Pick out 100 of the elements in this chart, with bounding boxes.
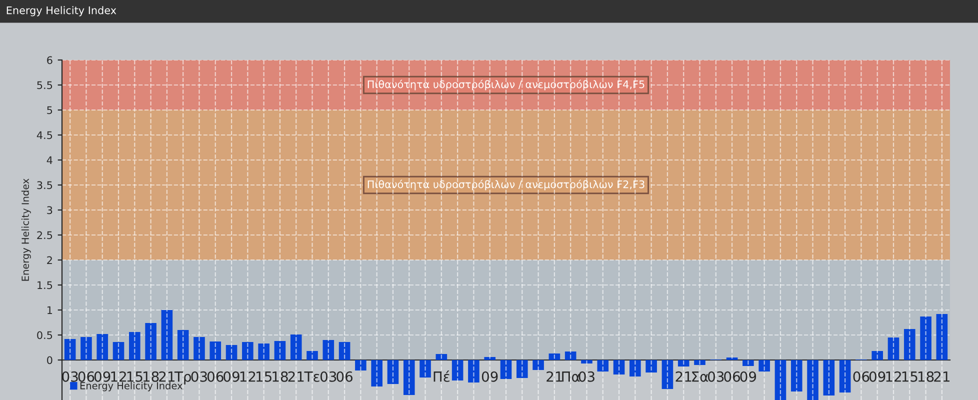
bar [161, 310, 173, 360]
bar [274, 341, 286, 360]
bar [436, 354, 448, 360]
bar [742, 360, 754, 366]
bar [613, 360, 625, 374]
bar [500, 360, 512, 379]
y-tick-label: 3.5 [37, 181, 52, 190]
x-tick-label: 03 [320, 371, 336, 382]
bar [630, 360, 641, 376]
bar [888, 338, 900, 360]
bar [129, 332, 140, 360]
y-tick-label: 4 [46, 156, 52, 164]
x-tick-label: 15 [256, 372, 272, 382]
bar [258, 344, 270, 360]
bar [920, 316, 932, 360]
bar [807, 360, 818, 400]
x-tick-label: 03 [191, 371, 207, 382]
x-tick-label: 09 [869, 371, 886, 382]
bar [452, 360, 464, 380]
bar [548, 354, 560, 360]
bar [936, 314, 948, 360]
bar [387, 360, 399, 384]
x-tick-label: 15 [127, 372, 142, 382]
x-tick-label: 09 [94, 371, 110, 382]
x-tick-label: Πα [562, 372, 580, 382]
bar [839, 360, 851, 392]
x-tick-label: 03 [578, 371, 594, 382]
x-tick-label: Σα [692, 372, 708, 382]
bar [194, 337, 205, 360]
y-tick-label: 1 [47, 306, 52, 314]
bar [290, 334, 302, 360]
bar [564, 352, 576, 360]
chart-title: Energy Helicity Index [6, 6, 116, 16]
bar [662, 360, 674, 389]
bar [694, 360, 706, 365]
x-tick-label: Πέ [434, 370, 450, 382]
x-tick-label: 21 [676, 371, 692, 382]
x-tick-label: 06 [853, 371, 870, 382]
y-tick-label: 1.5 [38, 281, 52, 290]
bar [484, 357, 496, 360]
x-tick-label: 15 [902, 372, 918, 382]
bar [774, 360, 786, 400]
y-tick-label: 5.5 [37, 81, 52, 90]
band-label: Πιθανότητα υδροστρόβιλων / ανεμοστρόβιλων F2,F3 [368, 180, 644, 190]
bar [597, 360, 609, 372]
bar [468, 360, 480, 382]
x-tick-label: 03 [62, 371, 78, 382]
bar [872, 351, 883, 360]
bar [242, 342, 254, 360]
x-tick-label: Τε [304, 372, 320, 382]
x-tick-label: 12 [886, 371, 901, 382]
bar [678, 360, 690, 366]
x-tick-label: 18 [272, 371, 288, 382]
y-tick-label: 2 [47, 256, 52, 264]
x-tick-label: 06 [724, 371, 740, 382]
x-tick-label: 12 [240, 371, 256, 382]
x-tick-label: 06 [336, 371, 353, 382]
y-axis-title: Energy Helicity Index [21, 178, 31, 281]
bar [306, 351, 318, 360]
x-tick-label: 21 [288, 371, 304, 382]
bar [210, 342, 222, 360]
x-tick-label: 03 [708, 371, 724, 382]
bar [904, 329, 916, 360]
x-tick-label: 21 [546, 371, 562, 382]
y-tick-label: 0 [47, 356, 52, 364]
y-tick-label: 5 [47, 106, 52, 114]
y-tick-label: 3 [47, 206, 52, 214]
x-tick-label: 06 [78, 371, 94, 382]
bar [371, 360, 382, 386]
bar [758, 360, 770, 372]
x-tick-label: 18 [918, 371, 934, 382]
bar [322, 340, 334, 360]
x-tick-label: 09 [740, 371, 756, 382]
bar [420, 360, 431, 378]
bar [64, 339, 76, 360]
bar [355, 360, 366, 370]
band-label: Πιθανότητα υδροστρόβιλων / ανεμοστρόβιλων F4,F5 [368, 80, 644, 90]
x-tick-label: 12 [111, 371, 126, 382]
bar [145, 323, 156, 360]
y-tick-label: 2.5 [37, 231, 52, 240]
x-tick-label: 09 [482, 371, 498, 382]
bar [80, 337, 92, 360]
bar [338, 342, 350, 360]
bar [823, 360, 835, 396]
bar [403, 360, 415, 395]
bar [646, 360, 657, 372]
x-tick-label: 09 [224, 371, 240, 382]
x-tick-label: 18 [143, 371, 159, 382]
x-tick-label: 21 [934, 371, 950, 382]
bar [226, 345, 238, 360]
x-tick-label: 21 [159, 371, 174, 382]
bar [112, 342, 124, 360]
bar [790, 360, 802, 392]
bar [516, 360, 528, 378]
y-tick-label: 0.5 [37, 331, 52, 340]
x-tick-label: 06 [207, 371, 224, 382]
bar [581, 360, 592, 364]
bar [96, 334, 108, 360]
bar [532, 360, 544, 370]
y-tick-label: 6 [47, 56, 52, 64]
